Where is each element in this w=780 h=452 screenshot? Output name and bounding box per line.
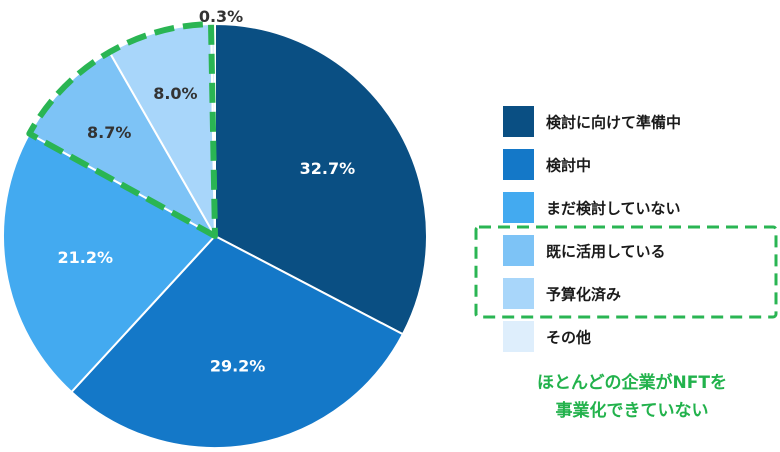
- slice-labels: 32.7% 29.2% 21.2% 8.7% 8.0% 0.3%: [58, 7, 356, 376]
- pie-slice-preparing: [214, 22, 428, 336]
- legend-swatch-not-yet: [503, 192, 534, 223]
- slice-label-other: 0.3%: [199, 7, 243, 26]
- legend-label-already-using: 既に活用している: [546, 243, 666, 261]
- legend-label-not-yet: まだ検討していない: [546, 200, 681, 218]
- slice-label-preparing: 32.7%: [300, 159, 356, 178]
- pie-slices: [1, 22, 428, 449]
- legend-label-other: その他: [546, 329, 591, 347]
- legend-swatch-already-using: [503, 235, 534, 266]
- pie-slice-not-yet: [1, 132, 217, 394]
- annotation-line-2: 事業化できていない: [556, 400, 709, 421]
- legend-label-preparing: 検討に向けて準備中: [546, 114, 681, 132]
- legend-label-considering: 検討中: [546, 157, 591, 175]
- legend-swatch-other: [503, 321, 534, 352]
- highlight-group: [26, 21, 218, 239]
- pie-slice-considering: [70, 234, 405, 449]
- slice-label-considering: 29.2%: [210, 357, 266, 376]
- slice-label-already-using: 8.7%: [87, 123, 131, 142]
- annotation-line-1: ほとんどの企業がNFTを: [537, 372, 727, 393]
- highlight-legend-box: [474, 225, 778, 319]
- legend-swatch-budgeted: [503, 278, 534, 309]
- slice-label-not-yet: 21.2%: [58, 248, 114, 267]
- legend-swatch-considering: [503, 149, 534, 180]
- legend-swatch-preparing: [503, 106, 534, 137]
- legend-label-budgeted: 予算化済み: [546, 286, 621, 304]
- annotation: ほとんどの企業がNFTを 事業化できていない: [537, 372, 727, 421]
- highlight-pie-outline: [26, 21, 218, 239]
- slice-label-budgeted: 8.0%: [153, 84, 197, 103]
